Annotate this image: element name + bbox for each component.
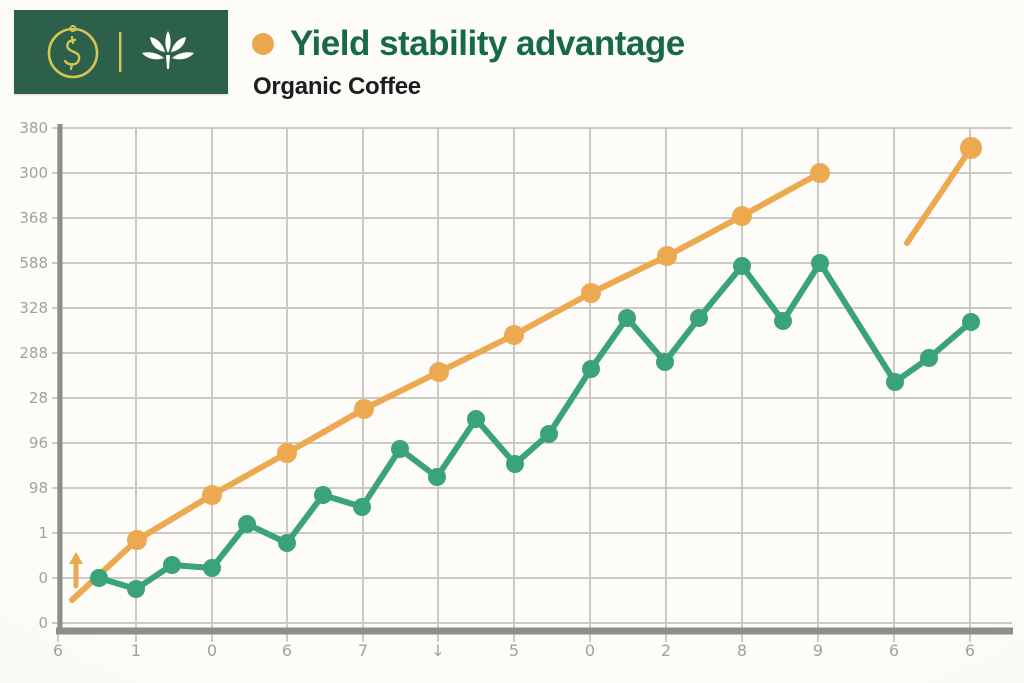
data-point-yield-line [656,353,674,371]
chart-title: Yield stability advantage [290,24,685,63]
data-point-yield-line [314,486,332,504]
data-point-trend-line [277,443,297,463]
data-point-trend-line [810,163,830,183]
data-point-yield-line [90,569,108,587]
data-point-yield-line [618,309,636,327]
logo-divider [118,32,122,72]
series-yield-line [96,260,974,592]
data-point-yield-line [582,360,600,378]
y-tick-label: 1 [38,524,48,542]
x-tick-label: 5 [509,641,519,660]
data-point-yield-line [540,425,558,443]
x-tick-label: 2 [661,641,671,660]
data-point-yield-line [353,498,371,516]
x-tick-label: ↓ [431,641,444,660]
y-tick-label: 380 [19,119,48,137]
trend-up-arrow-head-icon [69,552,83,564]
data-point-trend-line [504,325,524,345]
data-point-trend-line [202,485,222,505]
y-tick-label: 0 [38,569,48,587]
x-tick-label: 6 [965,641,975,660]
x-tick-label: 0 [207,641,217,660]
y-tick-label: 368 [19,209,48,227]
series-trend-line [69,170,823,603]
y-tick-label: 98 [29,479,48,497]
chart-header: Yield stability advantage [252,26,685,61]
data-point-yield-line [391,440,409,458]
data-point-yield-line [203,559,221,577]
data-point-trend-line [581,283,601,303]
x-tick-label: 6 [282,641,292,660]
y-tick-label: 0 [38,614,48,632]
data-point-yield-line [506,455,524,473]
data-point-trend-line [127,530,147,550]
data-point-yield-line [467,410,485,428]
series-trend-line-detached [904,145,974,246]
data-point-trend-line [732,206,752,226]
x-tick-label: 9 [813,641,823,660]
data-point-yield-line [163,556,181,574]
x-tick-label: 8 [737,641,747,660]
brand-logo [14,10,228,94]
chart-subtitle: Organic Coffee [253,73,421,100]
data-point-trend-line [354,399,374,419]
x-tick-label: 1 [131,641,141,660]
data-point-yield-line [428,468,446,486]
data-point-trend-line-detached [960,137,982,159]
y-tick-label: 328 [19,299,48,317]
x-tick-label: 0 [585,641,595,660]
y-tick-label: 300 [19,164,48,182]
title-bullet-icon [252,32,274,55]
data-point-yield-line [886,373,904,391]
leaf-icon [140,29,196,75]
dollar-coin-icon [46,23,100,81]
data-point-trend-line [429,362,449,382]
y-tick-label: 28 [29,389,48,407]
y-tick-label: 96 [29,434,48,452]
x-tick-label: 7 [358,641,368,660]
data-point-yield-line [733,257,751,275]
data-point-trend-line [657,246,677,266]
data-point-yield-line [774,312,792,330]
data-point-yield-line [278,534,296,552]
data-point-yield-line [962,313,980,331]
data-point-yield-line [811,254,829,272]
data-point-yield-line [127,580,145,598]
y-tick-label: 288 [19,344,48,362]
y-tick-label: 588 [19,254,48,272]
x-tick-label: 6 [889,641,899,660]
data-point-yield-line [238,515,256,533]
data-point-yield-line [920,349,938,367]
x-tick-label: 6 [53,641,63,660]
data-point-yield-line [690,309,708,327]
